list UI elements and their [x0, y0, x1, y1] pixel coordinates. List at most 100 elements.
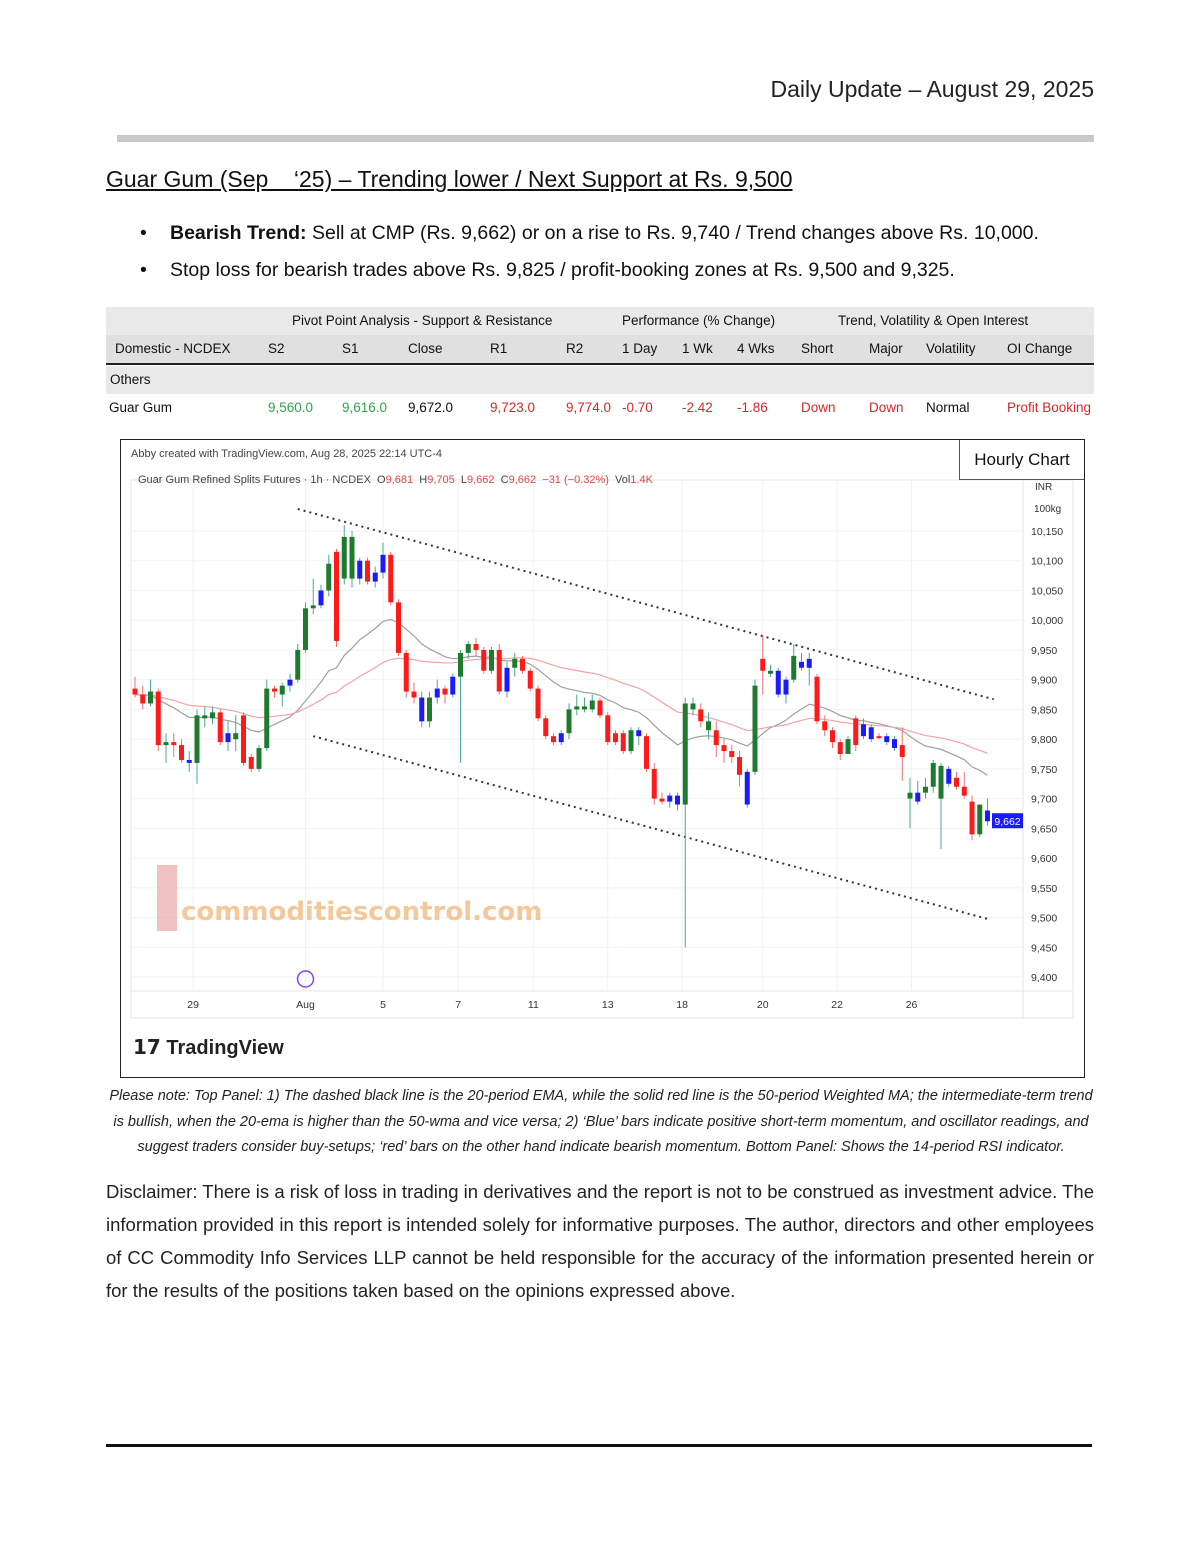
candle-body	[411, 691, 417, 698]
table-cell: 9,616.0	[342, 400, 388, 415]
candlestick-chart: 10,150 10,100 10,050 10,000 9,950 9,900 9,850 9…	[130, 479, 1074, 1019]
candle-body	[434, 688, 440, 698]
candle-body	[365, 560, 370, 582]
candle-body	[194, 715, 200, 763]
candle-body	[830, 730, 835, 743]
candle-body	[279, 685, 285, 695]
candle-body	[186, 759, 192, 763]
table-cell: -2.42	[682, 400, 713, 415]
candle-body	[558, 733, 564, 743]
candle-body	[713, 730, 719, 746]
x-tick-label: 18	[676, 999, 688, 1011]
x-tick-label: 7	[455, 999, 461, 1011]
candle-body	[303, 608, 308, 650]
candle-body	[574, 706, 580, 710]
candle-body	[938, 765, 944, 799]
y-tick-label: 9,650	[1031, 823, 1057, 835]
open-value: 9,681	[385, 474, 414, 486]
report-date-header: Daily Update – August 29, 2025	[770, 76, 1094, 102]
candle-body	[775, 670, 781, 695]
candle-body	[845, 739, 851, 755]
y-tick-label: 9,750	[1031, 764, 1057, 776]
instrument-name: Guar Gum Refined Splits Futures · 1h · N…	[138, 474, 371, 486]
column-header: OI Change	[1007, 341, 1073, 356]
candle-body	[512, 658, 518, 668]
report-title: Guar Gum (Sep ‘25) – Trending lower / Ne…	[106, 166, 793, 192]
x-tick-label: 29	[187, 999, 199, 1011]
candle-body	[892, 739, 897, 749]
watermark-logo: commoditiescontrol.com	[181, 897, 542, 927]
column-header: 1 Wk	[682, 341, 713, 356]
y-tick-label: 10,000	[1031, 615, 1063, 627]
scroll-to-realtime-icon	[296, 970, 315, 988]
hourly-chart-label: Hourly Chart	[959, 440, 1084, 480]
tradingview-icon: 𝟭𝟳	[133, 1037, 161, 1059]
candle-body	[210, 712, 215, 719]
candle-body	[357, 560, 363, 579]
candle-body	[481, 649, 487, 671]
candle-body	[419, 697, 425, 722]
x-tick-label: 5	[380, 999, 386, 1011]
candle-body	[698, 709, 704, 722]
candle-body	[760, 658, 766, 671]
candle-body	[163, 742, 169, 746]
table-header-row: Domestic - NCDEX S2 S1 Close R1 R2 1 Day 1 Wk 4 …	[106, 335, 1094, 365]
y-tick-label: 9,850	[1031, 704, 1057, 716]
candle-body	[861, 724, 866, 737]
candle-body	[985, 810, 990, 822]
candle-body	[675, 795, 680, 805]
candle-body	[171, 742, 177, 746]
high-label: H	[419, 474, 428, 486]
column-header: S1	[342, 341, 359, 356]
y-tick-label: 9,900	[1031, 675, 1057, 687]
brand-name: TradingView	[166, 1037, 284, 1059]
y-tick-label: 9,400	[1031, 972, 1057, 984]
y-tick-label: 9,700	[1031, 794, 1057, 806]
candle-body	[582, 706, 587, 710]
candle-body	[628, 730, 634, 752]
x-tick-label: 11	[528, 999, 539, 1011]
candle-body	[737, 756, 742, 775]
candle-body	[295, 649, 301, 680]
candle-body	[403, 652, 409, 692]
candle-body	[543, 718, 549, 737]
hourly-chart: 10,150 10,100 10,050 10,000 9,950 9,900 9,850 9…	[120, 439, 1085, 1078]
table-cell: -0.70	[622, 400, 653, 415]
candle-body	[605, 715, 611, 743]
candle-body	[814, 676, 820, 722]
candle-body	[954, 777, 959, 787]
candle-body	[930, 762, 936, 787]
candle-body	[504, 667, 510, 692]
candle-body	[372, 572, 378, 582]
notes-section: Please note: Top Panel: 1) The dashed bl…	[106, 1084, 1096, 1307]
candle-body	[876, 736, 882, 739]
table-cell: 9,774.0	[566, 400, 612, 415]
y-tick-label: 9,950	[1031, 645, 1057, 657]
table-cell: -1.86	[737, 400, 768, 415]
x-tick-label: 26	[906, 999, 918, 1011]
bullet-trend: • Bearish Trend: Sell at CMP (Rs. 9,662) …	[140, 222, 1039, 245]
candle-body	[907, 792, 913, 799]
candle-body	[644, 736, 649, 769]
candle-body	[868, 727, 874, 740]
candle-body	[535, 688, 541, 719]
candle-body	[946, 768, 952, 784]
header-divider	[117, 135, 1094, 142]
candle-body	[427, 697, 432, 722]
y-tick-label: 9,450	[1031, 942, 1057, 954]
watermark-icon	[157, 865, 177, 931]
bullet-text: Sell at CMP (Rs. 9,662) or on a rise to …	[306, 222, 1039, 244]
bullet-text: Stop loss for bearish trades above Rs. 9…	[170, 259, 955, 281]
candle-body	[659, 798, 665, 802]
candle-body	[217, 712, 223, 743]
candle-body	[961, 786, 967, 796]
volume-value: 1.4K	[630, 474, 653, 486]
low-value: 9,662	[467, 474, 495, 486]
candle-body	[272, 688, 277, 692]
candle-body	[884, 736, 890, 743]
candle-body	[682, 703, 688, 805]
bullet-stoploss: • Stop loss for bearish trades above Rs. …	[140, 259, 955, 282]
chart-note: Please note: Top Panel: 1) The dashed bl…	[109, 1088, 1093, 1155]
column-header: Short	[801, 341, 834, 356]
candle-body	[589, 700, 595, 710]
